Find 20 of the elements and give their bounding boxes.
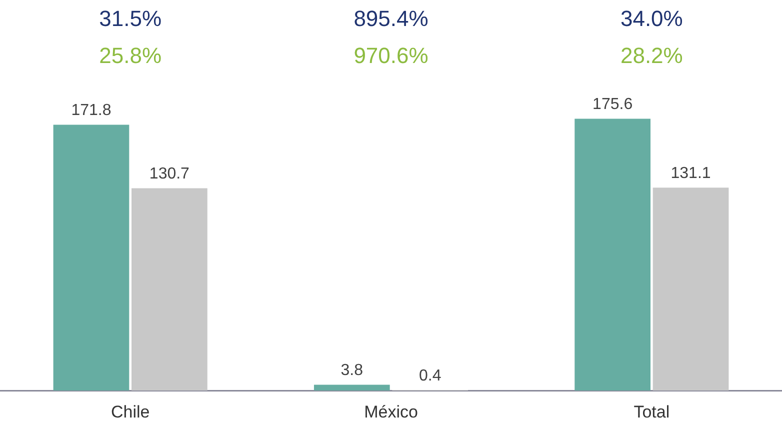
bar <box>53 124 130 391</box>
text: 31.5% <box>99 6 162 32</box>
data-label: 0.4 <box>418 367 442 384</box>
text: 34.0% <box>620 6 683 32</box>
bar <box>132 188 208 391</box>
data-label: 131.1 <box>670 165 711 182</box>
text: 895.4% <box>354 6 428 32</box>
data-label: 171.8 <box>71 102 112 120</box>
x-tick-label: Chile <box>110 402 150 422</box>
data-label: 175.6 <box>592 96 633 114</box>
text: 970.6% <box>354 43 428 68</box>
data-label: 130.7 <box>149 166 190 183</box>
text: 28.2% <box>620 43 683 68</box>
x-tick-label: Total <box>634 402 670 422</box>
data-label: 3.8 <box>340 362 364 380</box>
x-tick-label: México <box>364 402 418 422</box>
bar <box>314 384 390 391</box>
bar <box>652 188 729 391</box>
text: 25.8% <box>99 43 162 68</box>
bar <box>574 118 650 391</box>
